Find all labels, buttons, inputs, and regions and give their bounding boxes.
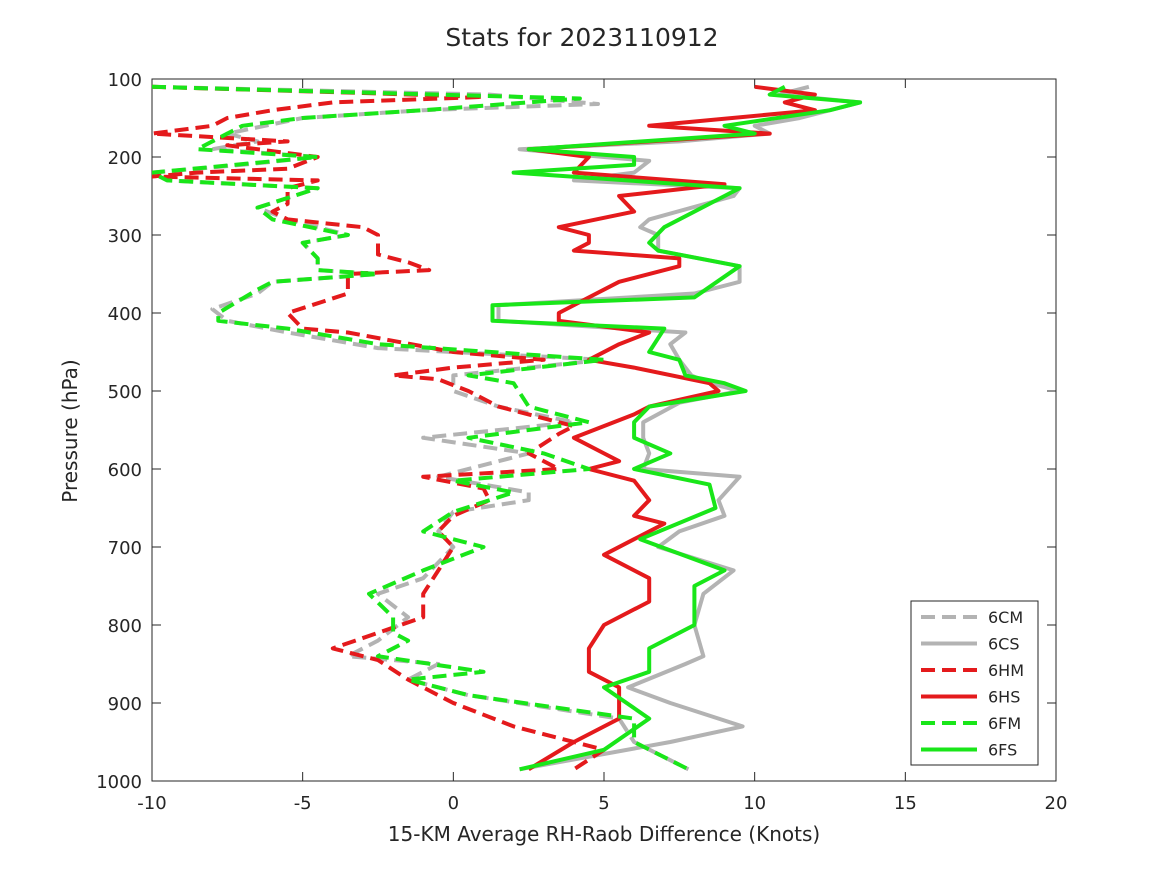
y-axis: 100 200 300 400 500 600 700 800 900 1000	[96, 70, 1056, 793]
x-tick-label: 15	[894, 793, 917, 814]
y-tick-label: 900	[108, 694, 142, 715]
chart-title: Stats for 2023110912	[445, 23, 718, 52]
y-tick-label: 800	[108, 616, 142, 637]
legend: 6CM 6CS 6HM 6HS 6FM 6FS	[910, 600, 1039, 766]
legend-label-6fm: 6FM	[988, 714, 1021, 733]
x-tick-label: 20	[1045, 793, 1068, 814]
series-line-6hm	[152, 84, 606, 771]
y-tick-label: 300	[108, 226, 142, 247]
x-tick-label: 5	[598, 793, 609, 814]
x-tick-label: -5	[294, 793, 312, 814]
x-tick-label: 10	[743, 793, 766, 814]
y-tick-label: 500	[108, 382, 142, 403]
y-tick-label: 200	[108, 148, 142, 169]
series-line-6hs	[526, 84, 817, 772]
y-tick-label: 1000	[96, 772, 142, 793]
legend-label-6cm: 6CM	[988, 608, 1023, 627]
y-tick-label: 400	[108, 304, 142, 325]
series-line-6fm	[152, 84, 690, 772]
x-axis-label: 15-KM Average RH-Raob Difference (Knots)	[388, 822, 820, 846]
y-tick-label: 100	[108, 70, 142, 91]
series-line-6fs	[490, 85, 863, 772]
legend-label-6hs: 6HS	[988, 688, 1020, 707]
legend-label-6hm: 6HM	[988, 661, 1024, 680]
x-tick-label: 0	[448, 793, 459, 814]
y-tick-label: 700	[108, 538, 142, 559]
legend-box	[910, 600, 1039, 766]
plot-area	[151, 78, 1057, 782]
legend-label-6fs: 6FS	[988, 741, 1017, 760]
legend-label-6cs: 6CS	[988, 635, 1020, 654]
y-tick-label: 600	[108, 460, 142, 481]
series-layer	[152, 84, 863, 772]
x-axis: -10 -5 0 5 10 15 20	[137, 79, 1067, 814]
x-tick-label: -10	[137, 793, 166, 814]
y-axis-label: Pressure (hPa)	[58, 359, 82, 502]
